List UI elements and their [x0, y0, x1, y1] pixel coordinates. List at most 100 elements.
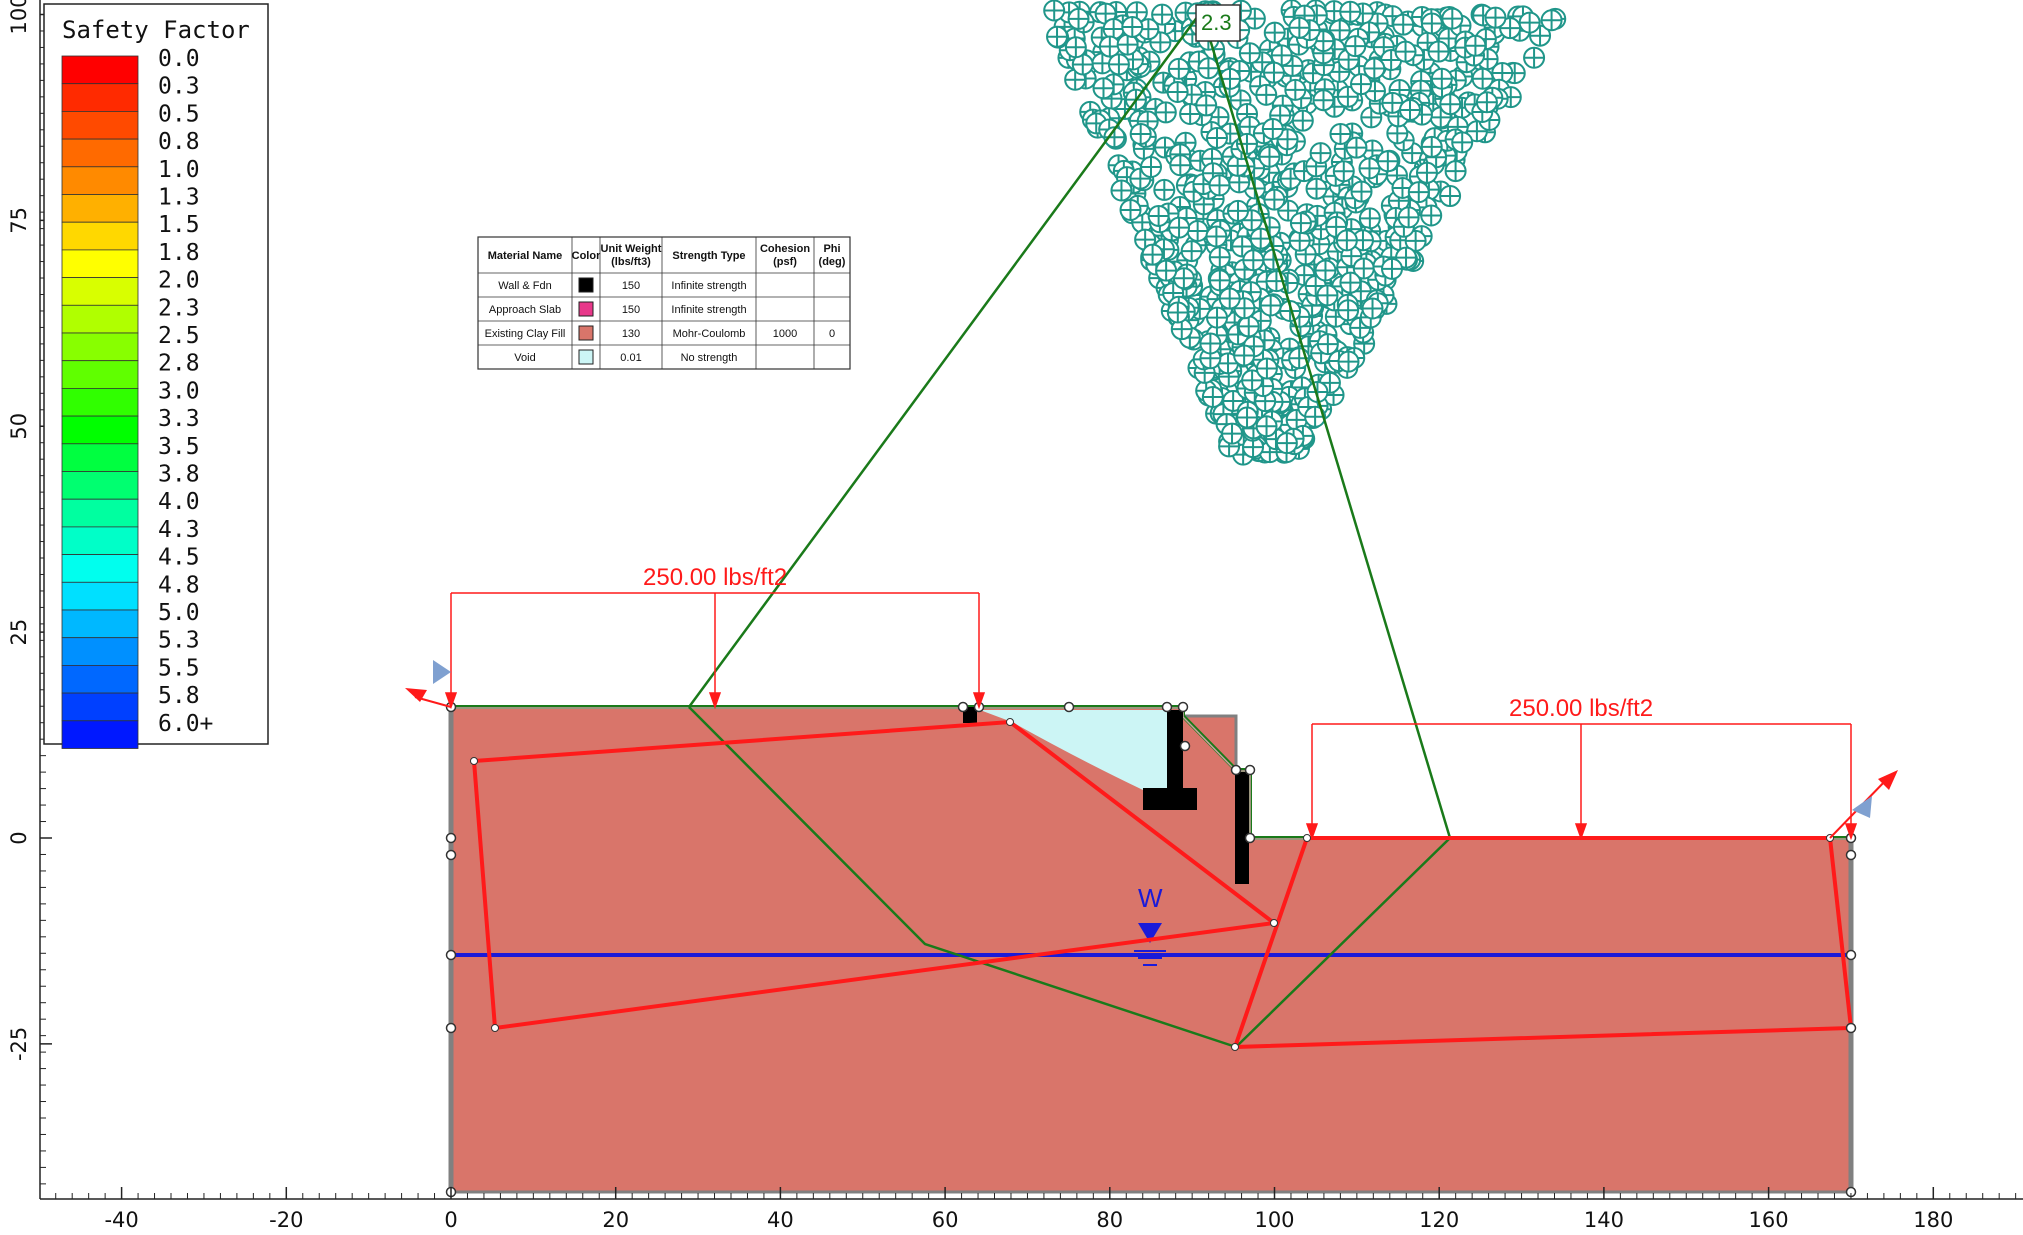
- slip-center-marker: [1167, 57, 1190, 80]
- legend-label: 5.8: [158, 683, 200, 709]
- slip-center-marker: [1291, 109, 1314, 132]
- slip-center-marker: [1129, 122, 1152, 145]
- slip-center-marker: [1261, 118, 1284, 141]
- x-tick-label: 40: [767, 1208, 794, 1232]
- x-tick-label: 120: [1419, 1208, 1459, 1232]
- slip-center-marker: [1238, 42, 1261, 65]
- x-tick-label: 0: [444, 1208, 457, 1232]
- water-table-label: W: [1138, 883, 1163, 913]
- slip-center-marker: [1420, 12, 1443, 35]
- left-load-label: 250.00 lbs/ft2: [643, 564, 787, 591]
- table-cell: Infinite strength: [671, 280, 746, 292]
- table-header-cell: Unit Weight: [601, 243, 662, 255]
- slip-center-marker: [1380, 257, 1403, 280]
- table-header-cell: Cohesion: [760, 243, 810, 255]
- x-tick-label: 60: [932, 1208, 959, 1232]
- slip-center-marker: [1289, 212, 1312, 235]
- slip-center-marker: [1208, 269, 1231, 292]
- slip-center-marker: [1107, 53, 1130, 76]
- right-load-label: 250.00 lbs/ft2: [1509, 695, 1653, 722]
- legend-swatch: [61, 471, 139, 500]
- material-color-swatch: [578, 349, 594, 365]
- slip-center-marker: [1361, 297, 1384, 320]
- slip-center-marker: [1262, 61, 1285, 84]
- slip-center-marker: [1155, 259, 1178, 282]
- slip-center-marker: [1102, 17, 1125, 40]
- legend-label: 0.8: [158, 129, 200, 155]
- slip-center-marker: [1236, 406, 1259, 429]
- slip-center-marker: [1166, 81, 1189, 104]
- legend-swatch: [61, 194, 139, 223]
- wall-and-foundation: [963, 707, 1249, 884]
- svg-text:2.3: 2.3: [1201, 10, 1232, 35]
- y-tick-label: 100: [7, 0, 31, 35]
- legend-label: 6.0+: [158, 711, 213, 737]
- legend-swatch: [61, 249, 139, 278]
- y-tick-label: 75: [7, 207, 31, 234]
- legend-swatch: [61, 221, 139, 251]
- slip-center-marker: [1227, 199, 1250, 222]
- legend-swatch: [61, 332, 139, 362]
- slip-center-marker: [1439, 185, 1462, 208]
- legend-label: 3.5: [158, 434, 200, 460]
- slip-center-marker: [1064, 36, 1087, 59]
- slip-center-marker: [1276, 128, 1299, 151]
- slip-center-marker: [1121, 15, 1144, 38]
- legend-swatch: [61, 415, 139, 445]
- table-cell: Void: [514, 352, 535, 364]
- slip-center-marker: [1241, 369, 1264, 392]
- slip-center-marker: [1046, 25, 1069, 48]
- legend-swatch: [61, 581, 139, 611]
- slip-center-marker: [1205, 225, 1228, 248]
- right-distributed-load: [1305, 723, 1858, 841]
- slip-center-marker: [1335, 229, 1358, 252]
- slip-center-marker: [1358, 157, 1381, 180]
- slip-center-marker: [1166, 301, 1189, 324]
- legend-swatch: [61, 166, 139, 195]
- legend-swatch: [61, 637, 139, 666]
- slip-center-marker: [1140, 156, 1163, 179]
- slip-center-marker: [1154, 101, 1177, 124]
- slip-center-marker: [1350, 180, 1373, 203]
- x-tick-label: 160: [1749, 1208, 1789, 1232]
- slip-center-marker: [1344, 35, 1367, 58]
- legend-label: 4.5: [158, 545, 200, 571]
- slip-center-marker: [1275, 432, 1298, 455]
- legend-label: 2.3: [158, 295, 200, 321]
- slip-center-marker: [1351, 229, 1374, 252]
- slip-center-marker: [1309, 142, 1332, 165]
- slip-center-marker: [1288, 229, 1311, 252]
- legend-label: 5.5: [158, 655, 200, 681]
- x-tick-label: 100: [1254, 1208, 1294, 1232]
- slip-center-marker: [1237, 315, 1260, 338]
- slip-center-marker: [1430, 67, 1453, 90]
- table-header-cell: Strength Type: [672, 250, 745, 262]
- x-tick-label: 20: [602, 1208, 629, 1232]
- slip-center-marker: [1186, 220, 1209, 243]
- slip-center-marker: [1168, 216, 1191, 239]
- slip-center-marker: [1337, 350, 1360, 373]
- legend-label: 4.0: [158, 489, 200, 515]
- legend-label: 3.0: [158, 378, 200, 404]
- slip-center-marker: [1420, 135, 1443, 158]
- slip-center-marker: [1395, 246, 1418, 269]
- legend-label: 2.0: [158, 268, 200, 294]
- legend-swatch: [61, 692, 139, 722]
- slip-center-marker: [1208, 174, 1231, 197]
- water-table-symbol: W: [1134, 883, 1166, 966]
- legend-label: 0.5: [158, 101, 200, 127]
- table-header-cell: (psf): [773, 256, 797, 268]
- slip-center-marker: [1305, 177, 1328, 200]
- slip-center-marker: [1284, 78, 1307, 101]
- slip-center-marker: [1464, 34, 1487, 57]
- legend-swatch: [61, 443, 139, 472]
- y-axis: -25 0 25 50 75 100: [7, 0, 52, 1199]
- slip-center-marker: [1332, 160, 1355, 183]
- table-cell: Mohr-Coulomb: [673, 328, 746, 340]
- slip-center-marker: [1471, 67, 1494, 90]
- slip-center-marker: [1484, 6, 1507, 29]
- slip-center-marker: [1288, 16, 1311, 39]
- legend-swatch: [61, 720, 139, 749]
- slip-center-marker: [1339, 0, 1362, 23]
